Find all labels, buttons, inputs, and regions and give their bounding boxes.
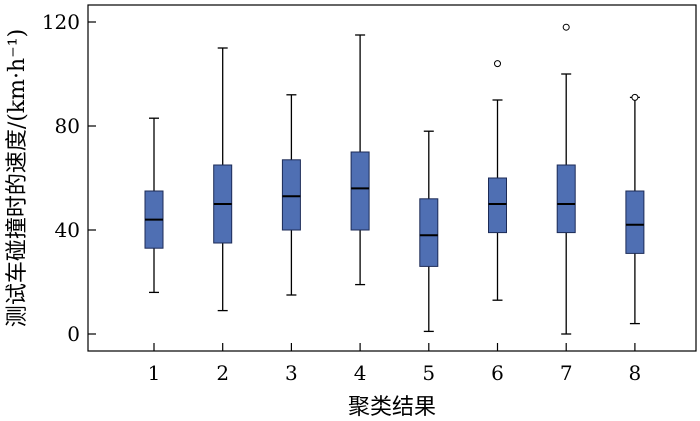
box-series xyxy=(144,23,645,335)
y-tick-label: 120 xyxy=(42,10,80,34)
box-3 xyxy=(281,94,301,296)
x-tick-label: 2 xyxy=(216,361,229,385)
y-tick-label: 80 xyxy=(55,114,80,138)
x-tick-label: 3 xyxy=(285,361,298,385)
interquartile-box xyxy=(488,177,507,234)
x-tick-label: 5 xyxy=(422,361,435,385)
box-7 xyxy=(556,23,576,335)
x-axis: 1 2 3 4 5 6 7 8 xyxy=(148,343,642,385)
box-5 xyxy=(419,130,439,333)
y-tick-label: 40 xyxy=(55,218,80,242)
interquartile-box xyxy=(625,190,645,254)
plot-area-frame xyxy=(87,4,697,352)
box-6 xyxy=(488,60,507,301)
x-tick-label: 8 xyxy=(629,361,642,385)
interquartile-box xyxy=(419,198,439,267)
interquartile-box xyxy=(556,164,576,234)
y-axis: 0 40 80 120 xyxy=(42,10,96,346)
outlier-point xyxy=(562,23,570,31)
outlier-point xyxy=(631,93,639,101)
x-tick-label: 6 xyxy=(491,361,504,385)
x-tick-label: 4 xyxy=(354,361,367,385)
x-tick-label: 7 xyxy=(560,361,573,385)
outlier-point xyxy=(494,60,501,68)
y-axis-title: 测试车碰撞时的速度/(km·h⁻¹) xyxy=(5,29,30,327)
x-axis-title: 聚类结果 xyxy=(348,395,436,420)
box-1 xyxy=(144,117,164,294)
interquartile-box xyxy=(350,151,370,231)
interquartile-box xyxy=(281,159,301,231)
box-8 xyxy=(625,93,645,325)
x-tick-label: 1 xyxy=(148,361,161,385)
box-4 xyxy=(350,34,370,286)
box-2 xyxy=(213,47,233,312)
y-tick-label: 0 xyxy=(67,322,80,346)
